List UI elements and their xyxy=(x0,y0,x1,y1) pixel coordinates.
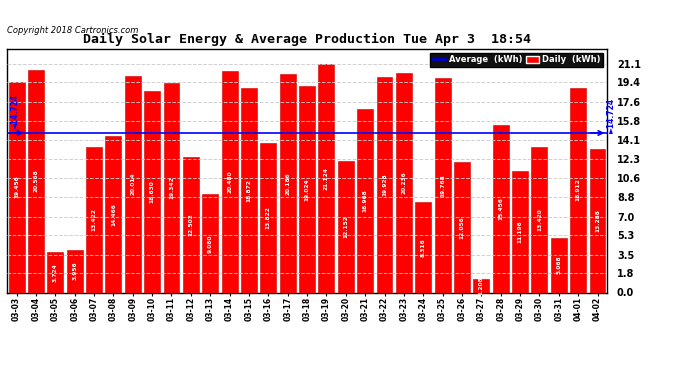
Bar xyxy=(67,250,83,292)
Bar xyxy=(589,148,605,292)
Bar xyxy=(28,70,44,292)
Bar xyxy=(570,88,586,292)
Text: 15.456: 15.456 xyxy=(498,197,503,220)
Bar xyxy=(415,202,431,292)
Text: 13.822: 13.822 xyxy=(266,206,270,229)
Text: 19.024: 19.024 xyxy=(304,178,310,201)
Text: 19.456: 19.456 xyxy=(14,176,19,198)
Bar xyxy=(144,91,160,292)
Text: 19.928: 19.928 xyxy=(382,173,387,196)
Bar xyxy=(48,252,63,292)
Text: 20.480: 20.480 xyxy=(227,170,232,193)
Bar xyxy=(9,82,25,292)
Bar xyxy=(396,73,412,292)
Bar xyxy=(279,74,295,292)
Title: Daily Solar Energy & Average Production Tue Apr 3  18:54: Daily Solar Energy & Average Production … xyxy=(83,33,531,46)
Bar xyxy=(473,279,489,292)
Bar xyxy=(493,125,509,292)
Bar xyxy=(241,88,257,292)
Text: 19.768: 19.768 xyxy=(440,174,445,197)
Text: 21.124: 21.124 xyxy=(324,166,329,189)
Text: 3.956: 3.956 xyxy=(72,262,77,280)
Bar xyxy=(125,76,141,292)
Text: 19.342: 19.342 xyxy=(169,176,174,199)
Text: 18.872: 18.872 xyxy=(246,179,251,202)
Text: 9.080: 9.080 xyxy=(208,234,213,252)
Text: 20.014: 20.014 xyxy=(130,173,135,195)
Bar xyxy=(435,78,451,292)
Text: Copyright 2018 Cartronics.com: Copyright 2018 Cartronics.com xyxy=(7,26,138,35)
Text: 8.316: 8.316 xyxy=(421,238,426,257)
Bar xyxy=(260,143,276,292)
Text: 1.208: 1.208 xyxy=(479,277,484,295)
Text: 13.288: 13.288 xyxy=(595,209,600,232)
Text: 20.568: 20.568 xyxy=(33,170,39,192)
Bar xyxy=(319,64,335,292)
Text: 16.968: 16.968 xyxy=(363,189,368,212)
Text: 12.152: 12.152 xyxy=(344,215,348,238)
Text: 20.186: 20.186 xyxy=(285,172,290,195)
Text: ►14.724: ►14.724 xyxy=(607,98,616,133)
Text: 13.420: 13.420 xyxy=(537,209,542,231)
Bar xyxy=(299,86,315,292)
Text: 18.912: 18.912 xyxy=(575,178,581,201)
Bar xyxy=(377,76,393,292)
Text: 13.422: 13.422 xyxy=(92,209,97,231)
Bar xyxy=(551,238,566,292)
Text: 3.724: 3.724 xyxy=(53,263,58,282)
Bar xyxy=(531,147,547,292)
Bar xyxy=(183,157,199,292)
Text: 14.466: 14.466 xyxy=(111,203,116,226)
Text: 12.056: 12.056 xyxy=(460,216,464,238)
Text: 11.196: 11.196 xyxy=(518,220,522,243)
Bar xyxy=(202,194,218,292)
Text: ◄14.724: ◄14.724 xyxy=(11,94,20,129)
Text: 20.236: 20.236 xyxy=(402,171,406,194)
Bar xyxy=(512,171,528,292)
Bar xyxy=(106,136,121,292)
Bar xyxy=(357,109,373,292)
Bar xyxy=(338,161,354,292)
Text: 18.630: 18.630 xyxy=(150,180,155,203)
Text: 5.068: 5.068 xyxy=(556,256,561,274)
Bar xyxy=(221,70,237,292)
Legend: Average  (kWh), Daily  (kWh): Average (kWh), Daily (kWh) xyxy=(430,53,603,67)
Bar xyxy=(454,162,470,292)
Bar xyxy=(164,83,179,292)
Bar xyxy=(86,147,102,292)
Text: 12.502: 12.502 xyxy=(188,213,193,236)
